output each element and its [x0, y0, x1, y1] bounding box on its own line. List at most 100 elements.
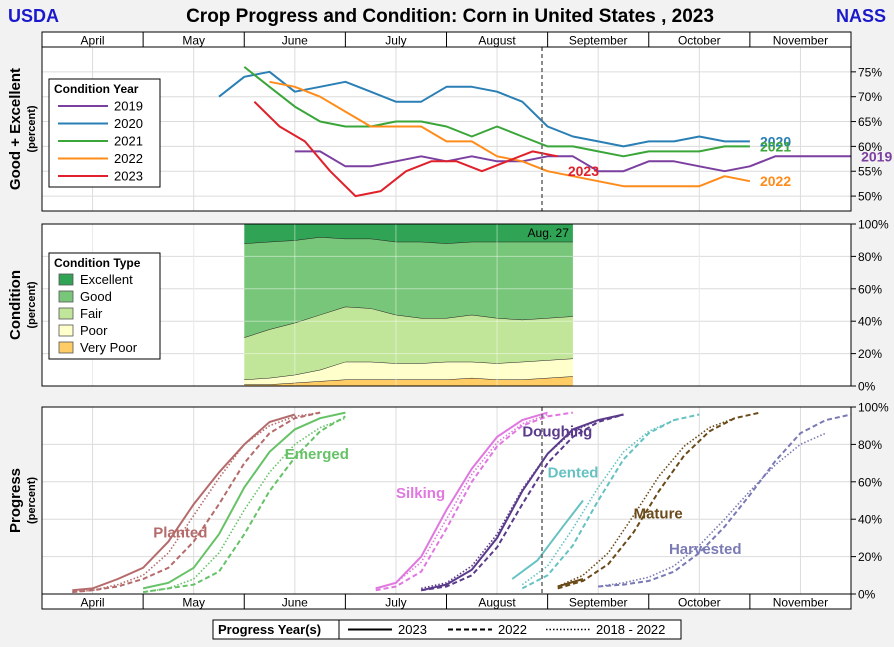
top-month-month-july: July: [385, 34, 406, 48]
ge-series-2020: [218, 70, 750, 148]
cond-area-good: [244, 237, 573, 338]
prog-emerged-2023: [142, 411, 346, 590]
prog-mature-2022: [557, 411, 761, 590]
cond-legend-swatch-fair: [58, 307, 74, 320]
prog-dented-2023: [511, 499, 584, 580]
top-month-month-august: August: [478, 34, 516, 48]
bottom-month-month-october: October: [678, 596, 721, 610]
cond-legend-swatch-good: [58, 290, 74, 303]
cond-legend: Condition Type Excellent Good Fair Poor Very …: [48, 252, 161, 360]
prog-emerged-2022: [142, 415, 346, 594]
ge-border: [41, 46, 852, 212]
prog-ytick-label: 40%: [858, 513, 882, 527]
prog-label-silking: Silking: [396, 485, 445, 502]
prog-label-harvested: Harvested: [669, 541, 742, 558]
prog-legend-box: [212, 619, 682, 640]
bottom-month-month-september: September: [569, 596, 628, 610]
prog-background: [42, 407, 851, 594]
cond-legend-swatch-excellent: [58, 273, 74, 286]
ge-end-label-2019: 2019: [861, 148, 892, 164]
prog-harvested-2022: [598, 413, 852, 588]
cond-border: [41, 223, 852, 387]
cond-ytick-label: 100%: [858, 218, 889, 232]
cond-ylabel-unit: (percent): [26, 281, 38, 328]
cond-legend-label-poor: Poor: [80, 323, 108, 338]
prog-planted-2023: [72, 413, 296, 592]
cond-date-label: Aug. 27: [528, 226, 570, 240]
ge-series-2023: [253, 100, 558, 198]
prog-ytick-label: 60%: [858, 475, 882, 489]
chart-title: Crop Progress and Condition: Corn in Uni…: [186, 6, 714, 27]
cond-ytick-label: 20%: [858, 347, 882, 361]
ge-series-2022: [269, 80, 751, 188]
cond-legend-swatch-poor: [58, 324, 74, 337]
month-bar-top: April May June July August September October No…: [41, 31, 852, 48]
cond-legend-label-excellent: Excellent: [80, 272, 133, 287]
bottom-month-month-november: November: [773, 596, 828, 610]
ge-legend: Condition Year 2019 2020 2021 2022 2023: [48, 78, 161, 188]
ge-end-label-2023: 2023: [568, 163, 599, 179]
top-month-month-september: September: [569, 34, 628, 48]
prog-doughing-2023: [420, 413, 624, 592]
progress-panel: 0% 20% 40% 60% 80% 100% Progress (percent) Plant…: [7, 401, 889, 602]
cond-boundary-fair: [244, 306, 573, 338]
cond-ylabel: Condition: [7, 270, 24, 340]
ge-ytick-label: 75%: [858, 65, 882, 79]
prog-label-planted: Planted: [153, 524, 207, 541]
prog-ytick-label: 20%: [858, 550, 882, 564]
ge-legend-label-2020: 2020: [114, 116, 143, 131]
prog-label-mature: Mature: [634, 506, 683, 523]
condition-panel: 0% 20% 40% 60% 80% 100% Condition (percent) Aug.…: [7, 218, 889, 394]
prog-silking-2018: [375, 413, 548, 590]
prog-mature-2018: [557, 417, 735, 588]
good-excellent-panel: 50% 55% 60% 65% 70% 75% Good + Excellent (perce…: [7, 46, 892, 212]
ge-legend-title: Condition Year: [54, 82, 139, 96]
nass-label: NASS: [836, 6, 886, 26]
prog-mature-2023: [557, 578, 584, 588]
prog-legend-label-0: 2023: [398, 622, 427, 637]
prog-label-doughing: Doughing: [522, 423, 592, 440]
cond-legend-label-very-poor: Very Poor: [80, 340, 138, 355]
prog-planted-2022: [72, 411, 321, 594]
prog-silking-2023: [375, 411, 548, 590]
ge-legend-label-2019: 2019: [114, 99, 143, 114]
top-month-month-october: October: [678, 34, 721, 48]
cond-ytick-label: 60%: [858, 282, 882, 296]
prog-ylabel: Progress: [7, 468, 24, 533]
usda-label: USDA: [8, 6, 59, 26]
bottom-month-month-august: August: [478, 596, 516, 610]
cond-ytick-label: 80%: [858, 250, 882, 264]
ge-legend-box: [48, 78, 161, 188]
cond-ytick-label: 0%: [858, 380, 876, 394]
ge-series-2019: [294, 150, 851, 173]
cond-legend-box: [48, 252, 161, 360]
month-bar-bottom: April May June July August September October No…: [41, 593, 852, 610]
prog-dented-2022: [521, 413, 700, 590]
cond-area-excellent: [244, 224, 573, 244]
ge-ylabel-unit: (percent): [26, 105, 38, 152]
cond-area-fair: [244, 306, 573, 380]
ge-ytick-label: 55%: [858, 165, 882, 179]
ge-ytick-label: 65%: [858, 115, 882, 129]
bottom-month-month-may: May: [182, 596, 205, 610]
ge-end-label-2022: 2022: [760, 173, 791, 189]
prog-doughing-2018: [421, 419, 599, 590]
prog-ytick-label: 80%: [858, 438, 882, 452]
prog-label-emerged: Emerged: [285, 446, 349, 463]
prog-legend-title: Progress Year(s): [218, 622, 321, 637]
ge-ylabel: Good + Excellent: [7, 68, 24, 190]
cond-legend-title: Condition Type: [54, 256, 141, 270]
prog-ytick-label: 0%: [858, 588, 876, 602]
prog-harvested-2018: [598, 432, 827, 588]
cond-area-poor: [244, 358, 573, 385]
prog-doughing-2022: [421, 413, 624, 592]
ge-end-label-2021: 2021: [760, 138, 791, 154]
prog-ytick-label: 100%: [858, 401, 889, 415]
ge-ytick-label: 60%: [858, 140, 882, 154]
bottom-month-month-april: April: [81, 596, 105, 610]
prog-label-dented: Dented: [548, 464, 599, 481]
ge-background: [42, 47, 851, 211]
cond-legend-swatch-very-poor: [58, 341, 74, 354]
progress-year-legend: Progress Year(s) 2023 2022 2018 - 2022: [212, 619, 682, 640]
ge-legend-label-2022: 2022: [114, 151, 143, 166]
